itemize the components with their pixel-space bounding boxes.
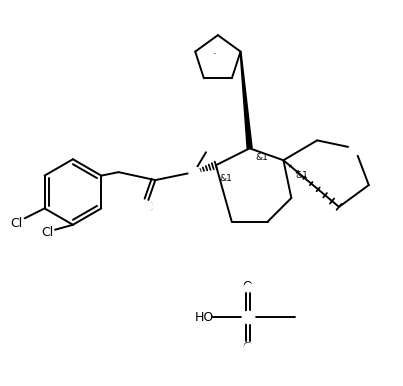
Polygon shape	[240, 52, 252, 149]
Text: &1: &1	[220, 174, 233, 183]
Text: &1: &1	[256, 153, 268, 162]
Text: O: O	[350, 142, 360, 155]
Text: Cl: Cl	[41, 226, 53, 239]
Text: &1: &1	[295, 171, 308, 179]
Text: O: O	[143, 201, 153, 214]
Text: Cl: Cl	[10, 217, 23, 230]
Text: O: O	[243, 341, 253, 354]
Text: O: O	[243, 280, 253, 293]
Text: HO: HO	[194, 311, 214, 323]
Text: N: N	[213, 52, 222, 66]
Text: S: S	[244, 311, 251, 323]
Text: N: N	[189, 166, 199, 179]
